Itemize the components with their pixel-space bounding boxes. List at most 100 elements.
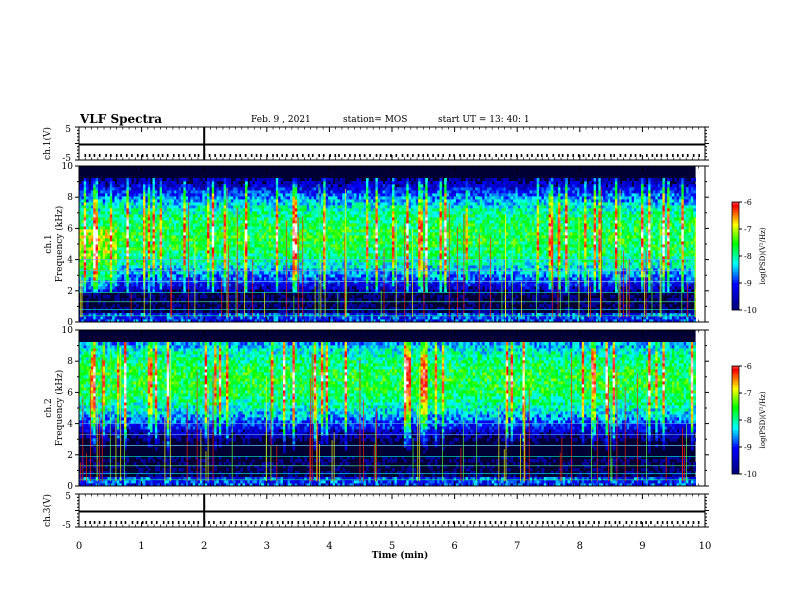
- y-tick-label: 0: [67, 318, 73, 328]
- impulse-marker: [484, 154, 486, 157]
- impulse-marker: [167, 521, 170, 524]
- impulse-marker: [229, 154, 232, 157]
- impulse-marker: [322, 154, 325, 157]
- impulse-marker: [656, 521, 659, 524]
- impulse-marker: [182, 154, 185, 157]
- impulse-marker: [666, 154, 668, 157]
- impulse-marker: [282, 521, 284, 524]
- impulse-marker: [520, 154, 523, 157]
- impulse-marker: [463, 154, 465, 157]
- impulse-marker: [572, 154, 575, 157]
- impulse-marker: [406, 521, 409, 524]
- impulse-marker: [291, 521, 293, 524]
- impulse-marker: [365, 521, 367, 524]
- impulse-marker: [593, 154, 596, 157]
- impulse-marker: [338, 154, 340, 157]
- chart-title: VLF Spectra: [80, 112, 162, 126]
- impulse-marker: [536, 521, 539, 524]
- impulse-marker: [349, 521, 352, 524]
- impulse-marker: [561, 521, 564, 524]
- impulse-marker: [359, 521, 362, 524]
- impulse-marker: [125, 154, 128, 157]
- impulse-marker: [250, 154, 253, 157]
- x-tick-label: 1: [138, 541, 144, 552]
- impulse-marker: [676, 521, 679, 524]
- impulse-marker: [84, 521, 87, 524]
- impulse-marker: [432, 154, 434, 157]
- y-tick-label: 8: [67, 357, 73, 367]
- impulse-marker: [500, 521, 503, 524]
- time-axis: 0 1 2 3 4 5 6 7 8 9 10 Time (min): [76, 541, 712, 561]
- impulse-marker: [645, 521, 647, 524]
- impulse-marker: [598, 521, 600, 524]
- impulse-marker: [254, 521, 257, 524]
- impulse-marker: [261, 521, 263, 524]
- impulse-marker: [494, 521, 497, 524]
- impulse-marker: [479, 154, 481, 157]
- impulse-marker: [469, 521, 472, 524]
- colorbar-tick-label: -10: [744, 306, 757, 315]
- impulse-marker: [520, 521, 523, 524]
- impulse-marker: [311, 154, 314, 157]
- impulse-marker: [619, 154, 622, 157]
- impulse-marker: [577, 154, 580, 157]
- impulse-marker: [604, 521, 607, 524]
- impulse-marker: [244, 154, 247, 157]
- impulse-marker: [281, 154, 284, 157]
- impulse-marker: [307, 154, 310, 157]
- impulse-marker: [250, 521, 253, 524]
- impulse-marker: [646, 154, 648, 157]
- impulse-marker: [473, 154, 475, 157]
- impulse-marker: [484, 521, 486, 524]
- impulse-marker: [230, 521, 233, 524]
- impulse-marker: [412, 521, 415, 524]
- impulse-marker: [462, 521, 465, 524]
- impulse-marker: [634, 154, 637, 157]
- impulse-marker: [115, 521, 118, 524]
- impulse-marker: [624, 154, 627, 157]
- impulse-marker: [369, 154, 371, 157]
- impulse-marker: [172, 154, 175, 157]
- impulse-marker: [556, 521, 559, 524]
- impulse-marker: [235, 521, 237, 524]
- y-tick-label: 4: [67, 256, 73, 266]
- impulse-marker: [395, 154, 398, 157]
- impulse-marker: [598, 154, 601, 157]
- ch2-spectrogram-panel-channel-label: ch.2: [44, 398, 54, 417]
- impulse-marker: [182, 521, 185, 524]
- impulse-marker: [448, 154, 451, 157]
- impulse-marker: [124, 521, 127, 524]
- impulse-marker: [687, 521, 690, 524]
- colorbar-tick-label: -9: [744, 443, 752, 452]
- impulse-marker: [223, 154, 226, 157]
- impulse-marker: [571, 521, 574, 524]
- impulse-marker: [495, 154, 497, 157]
- impulse-marker: [287, 521, 290, 524]
- colorbar-tick-label: -7: [744, 389, 752, 398]
- impulse-marker: [412, 154, 414, 157]
- ch1-spectrogram-panel-channel-label: ch.1: [44, 234, 54, 253]
- impulse-marker: [313, 521, 316, 524]
- impulse-marker: [531, 154, 533, 157]
- impulse-marker: [526, 154, 529, 157]
- impulse-marker: [682, 154, 684, 157]
- impulse-marker: [505, 154, 508, 157]
- impulse-marker: [187, 521, 190, 524]
- impulse-marker: [452, 521, 455, 524]
- impulse-marker: [432, 521, 435, 524]
- ch2-spectrogram-panel-freq-label: Frequency (kHz): [54, 370, 65, 447]
- impulse-marker: [355, 521, 357, 524]
- impulse-marker: [568, 521, 570, 524]
- colorbar-tick-label: -6: [744, 362, 752, 371]
- impulse-marker: [488, 154, 491, 157]
- y-tick-label: 5: [65, 492, 71, 502]
- impulse-marker: [136, 154, 139, 157]
- impulse-marker: [89, 521, 91, 524]
- impulse-marker: [395, 521, 398, 524]
- impulse-marker: [672, 154, 674, 157]
- impulse-marker: [551, 521, 554, 524]
- x-tick-label: 5: [389, 541, 395, 552]
- impulse-marker: [650, 521, 652, 524]
- impulse-marker: [239, 154, 242, 157]
- impulse-marker: [692, 521, 695, 524]
